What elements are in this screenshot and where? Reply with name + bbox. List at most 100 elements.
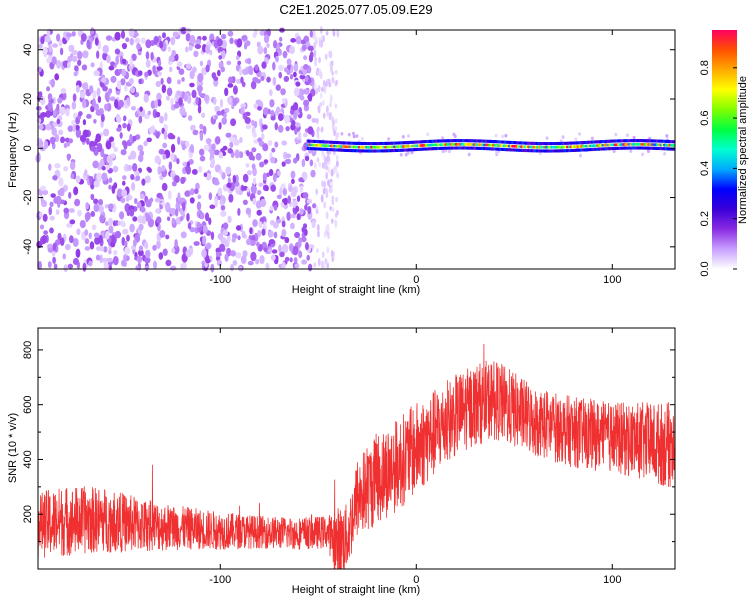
spectrogram-cell — [301, 158, 306, 168]
spectrogram-cell — [315, 88, 318, 95]
spectrogram-cell — [561, 135, 565, 139]
spectrogram-cell — [277, 170, 281, 177]
colorbar-ticks: 0.0 0.2 0.4 0.6 0.8 — [699, 60, 737, 277]
spectrogram-cell — [56, 59, 62, 69]
spectrogram-cell — [189, 34, 196, 45]
spectrogram-cell — [122, 228, 129, 235]
spectrogram-cell — [227, 83, 234, 88]
spectrogram-cell — [288, 185, 293, 192]
spectrogram-cell — [236, 55, 240, 61]
spectrogram-cell — [326, 224, 330, 233]
spectrogram-cell — [101, 77, 107, 83]
spectrogram-cell — [156, 92, 162, 102]
spectrogram-cell — [332, 30, 336, 37]
spectrogram-cell — [227, 96, 233, 104]
spectrogram-cell — [221, 39, 227, 49]
spectrogram-cell — [120, 30, 126, 39]
spectrogram-cell — [94, 236, 101, 245]
spectrogram-cell — [36, 118, 42, 124]
spectrogram-cell — [228, 193, 234, 203]
spectrogram-cell — [195, 182, 200, 191]
spectrogram-cell — [177, 79, 181, 85]
spectrogram-cell — [157, 165, 162, 175]
spectrogram-cell — [309, 30, 313, 38]
spectrogram-cell — [277, 124, 284, 133]
spectrogram-cell — [120, 197, 126, 203]
spectrogram-cell — [220, 210, 227, 218]
spectrogram-cell — [69, 161, 76, 171]
spectrogram-cell — [266, 43, 270, 49]
spectrogram-cell — [252, 219, 258, 228]
spectrogram-cell — [240, 106, 245, 115]
spectrogram-cell — [119, 211, 125, 220]
spectrogram-cell — [149, 197, 154, 203]
spectrogram-cell — [269, 99, 275, 108]
spectrogram-cell — [272, 172, 277, 183]
spectrogram-cell — [347, 132, 351, 137]
spectrogram-cell — [251, 163, 256, 170]
spectrogram-cell — [252, 132, 257, 138]
spectrogram-cell — [170, 207, 177, 216]
spectrogram-cell — [48, 206, 53, 216]
spectrogram-cell — [258, 182, 264, 187]
spectrogram-cell — [276, 194, 282, 200]
spectrogram-cell — [81, 64, 88, 71]
spectrogram-cell — [325, 171, 329, 180]
spectrogram-cell — [66, 153, 71, 162]
spectrogram-cell — [259, 255, 265, 265]
spectrogram-cell — [154, 197, 161, 203]
spectrogram-cell — [137, 50, 142, 56]
spectrogram-cell — [334, 220, 338, 229]
spectrogram-cell — [327, 166, 331, 173]
spectrogram-cell — [153, 260, 157, 270]
spectrogram-cell — [107, 203, 114, 210]
spectrogram-cell — [303, 99, 310, 107]
spectrogram-cell — [304, 228, 308, 236]
spectrogram-cell — [268, 230, 274, 238]
spectrogram-cell — [102, 44, 109, 54]
spectrogram-cell — [259, 198, 267, 208]
spectrogram-cell — [164, 202, 171, 212]
spectrogram-cell — [298, 106, 302, 114]
spectrogram-cell — [213, 97, 217, 105]
spectrogram-cell — [98, 204, 104, 213]
spectrogram-cell — [155, 131, 160, 139]
spectrogram-cell — [223, 112, 227, 119]
spectrogram-cell — [494, 133, 498, 138]
spectrogram-cell — [106, 154, 113, 164]
spectrogram-cell — [145, 212, 149, 219]
spectrogram-cell — [46, 86, 51, 92]
spectrogram-cell — [199, 148, 205, 156]
spectrogram-cell — [267, 139, 273, 147]
spectrogram-cell — [136, 255, 143, 263]
spectrogram-cell — [57, 129, 64, 136]
spectrogram-cell — [52, 110, 57, 117]
spectrogram-cell — [257, 106, 262, 111]
spectrogram-cell — [270, 254, 276, 261]
spectrogram-cell — [641, 152, 645, 157]
spectrogram-cell — [88, 260, 93, 267]
spectrogram-cell — [316, 131, 320, 140]
spectrogram-cell — [132, 162, 138, 172]
spectrogram-cell — [209, 49, 213, 56]
spectrogram-cell — [222, 145, 228, 151]
spectrogram-cell — [156, 66, 163, 71]
spectrogram-cell — [116, 188, 123, 198]
spectrogram-cell — [48, 44, 52, 53]
spectrogram-cell — [203, 144, 210, 151]
spectrogram-cell — [218, 151, 224, 159]
spectrogram-cell — [141, 178, 146, 186]
spectrogram-cell — [219, 200, 224, 206]
spectrogram-cell — [48, 163, 52, 171]
spectrogram-cell — [42, 213, 48, 222]
spectrogram-cell — [289, 257, 293, 263]
spectrogram-cell — [67, 61, 71, 69]
spectrogram-cell — [165, 259, 172, 267]
spectrogram-cell — [126, 97, 131, 106]
spectrogram-cell — [219, 98, 224, 108]
spectrogram-cell — [291, 187, 297, 196]
spectrogram-cell — [73, 186, 79, 196]
spectrogram-cell — [102, 257, 108, 263]
spectrogram-cell — [352, 134, 356, 139]
spectrogram-cell — [281, 97, 286, 104]
